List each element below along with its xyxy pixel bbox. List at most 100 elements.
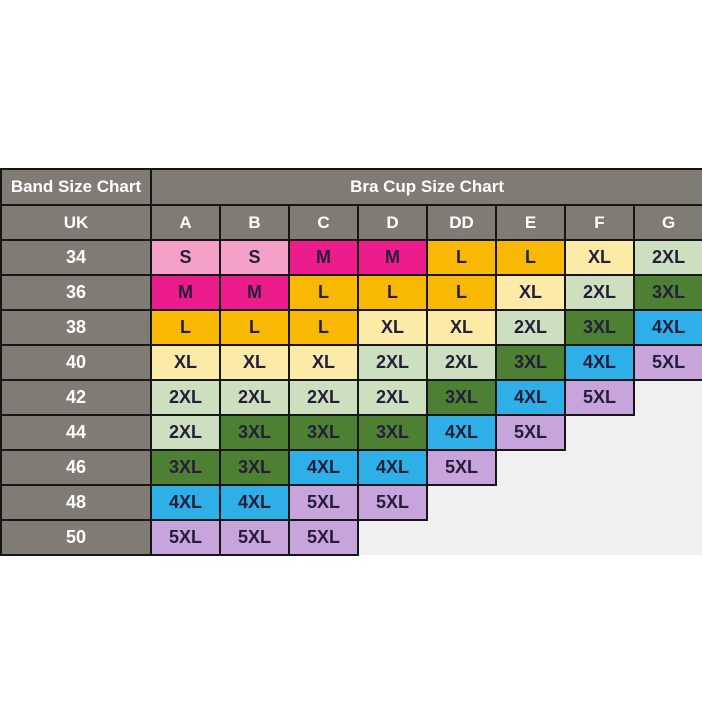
- size-cell: XL: [150, 344, 221, 381]
- band-size-label: 40: [0, 344, 152, 381]
- size-cell: M: [357, 239, 428, 276]
- empty-cell: [496, 520, 565, 555]
- size-cell: 5XL: [564, 379, 635, 416]
- empty-cell: [427, 520, 496, 555]
- size-cell: 5XL: [150, 519, 221, 556]
- band-size-label: 46: [0, 449, 152, 486]
- size-cell: 5XL: [426, 449, 497, 486]
- size-cell: L: [426, 239, 497, 276]
- size-cell: 3XL: [426, 379, 497, 416]
- empty-cell: [565, 415, 634, 450]
- band-size-label: 42: [0, 379, 152, 416]
- size-cell: M: [150, 274, 221, 311]
- empty-cell: [634, 520, 702, 555]
- size-cell: 2XL: [495, 309, 566, 346]
- size-cell: 2XL: [150, 414, 221, 451]
- size-cell: L: [357, 274, 428, 311]
- size-cell: 4XL: [150, 484, 221, 521]
- empty-cell: [358, 520, 427, 555]
- size-cell: L: [426, 274, 497, 311]
- cup-column-header-c: C: [288, 204, 359, 241]
- size-cell: 2XL: [564, 274, 635, 311]
- size-cell: 4XL: [288, 449, 359, 486]
- band-column-header: UK: [0, 204, 152, 241]
- empty-cell: [634, 380, 702, 415]
- size-cell: XL: [564, 239, 635, 276]
- empty-cell: [565, 450, 634, 485]
- size-row-50: 50 5XL 5XL 5XL: [0, 519, 702, 556]
- empty-cell: [496, 450, 565, 485]
- size-cell: 3XL: [219, 414, 290, 451]
- size-cell: XL: [288, 344, 359, 381]
- size-cell: XL: [219, 344, 290, 381]
- size-cell: L: [495, 239, 566, 276]
- bra-cup-size-chart-title: Bra Cup Size Chart: [149, 168, 702, 206]
- cup-column-header-dd: DD: [426, 204, 497, 241]
- cup-column-header-e: E: [495, 204, 566, 241]
- band-size-label: 38: [0, 309, 152, 346]
- size-cell: 3XL: [357, 414, 428, 451]
- cup-column-header-a: A: [150, 204, 221, 241]
- size-cell: L: [288, 274, 359, 311]
- size-cell: 2XL: [288, 379, 359, 416]
- size-cell: L: [150, 309, 221, 346]
- empty-cell: [565, 485, 634, 520]
- size-cell: 4XL: [219, 484, 290, 521]
- size-cell: 3XL: [495, 344, 566, 381]
- size-cell: 2XL: [150, 379, 221, 416]
- size-cell: XL: [495, 274, 566, 311]
- size-cell: 4XL: [426, 414, 497, 451]
- size-chart-table: Band Size Chart Bra Cup Size Chart UK A B C…: [0, 168, 702, 556]
- band-size-label: 34: [0, 239, 152, 276]
- size-cell: 3XL: [288, 414, 359, 451]
- size-row-42: 42 2XL 2XL 2XL 2XL 3XL 4XL 5XL: [0, 379, 702, 416]
- size-cell: S: [150, 239, 221, 276]
- size-cell: 5XL: [288, 519, 359, 556]
- size-cell: L: [219, 309, 290, 346]
- size-cell: 3XL: [632, 274, 702, 311]
- size-cell: 3XL: [564, 309, 635, 346]
- cup-column-header-g: G: [632, 204, 702, 241]
- empty-cell: [634, 415, 702, 450]
- band-size-label: 48: [0, 484, 152, 521]
- size-row-36: 36 M M L L L XL 2XL 3XL: [0, 274, 702, 311]
- empty-cell: [496, 485, 565, 520]
- band-size-label: 50: [0, 519, 152, 556]
- size-row-40: 40 XL XL XL 2XL 2XL 3XL 4XL 5XL: [0, 344, 702, 381]
- size-cell: 2XL: [219, 379, 290, 416]
- cup-column-header-b: B: [219, 204, 290, 241]
- size-cell: XL: [357, 309, 428, 346]
- band-size-label: 36: [0, 274, 152, 311]
- cup-column-header-d: D: [357, 204, 428, 241]
- size-cell: XL: [426, 309, 497, 346]
- band-size-chart-title: Band Size Chart: [0, 168, 152, 206]
- size-cell: 5XL: [288, 484, 359, 521]
- size-row-34: 34 S S M M L L XL 2XL: [0, 239, 702, 276]
- size-cell: 4XL: [632, 309, 702, 346]
- size-cell: 5XL: [632, 344, 702, 381]
- column-header-row: UK A B C D DD E F G: [0, 204, 702, 241]
- size-cell: 4XL: [357, 449, 428, 486]
- size-cell: 3XL: [219, 449, 290, 486]
- size-cell: 3XL: [150, 449, 221, 486]
- empty-cell: [565, 520, 634, 555]
- size-cell: 4XL: [564, 344, 635, 381]
- cup-column-header-f: F: [564, 204, 635, 241]
- size-row-46: 46 3XL 3XL 4XL 4XL 5XL: [0, 449, 702, 486]
- size-row-48: 48 4XL 4XL 5XL 5XL: [0, 484, 702, 521]
- empty-cell: [634, 450, 702, 485]
- size-cell: L: [288, 309, 359, 346]
- band-size-label: 44: [0, 414, 152, 451]
- empty-cell: [634, 485, 702, 520]
- empty-cell: [427, 485, 496, 520]
- size-cell: 5XL: [357, 484, 428, 521]
- size-cell: 5XL: [219, 519, 290, 556]
- size-table-body: 34 S S M M L L XL 2XL 36 M M L L L XL 2XL 3XL 38 L L L XL XL 2XL…: [0, 239, 702, 556]
- size-row-38: 38 L L L XL XL 2XL 3XL 4XL: [0, 309, 702, 346]
- chart-title-row: Band Size Chart Bra Cup Size Chart: [0, 168, 702, 206]
- size-row-44: 44 2XL 3XL 3XL 3XL 4XL 5XL: [0, 414, 702, 451]
- size-cell: M: [288, 239, 359, 276]
- size-cell: M: [219, 274, 290, 311]
- size-cell: 5XL: [495, 414, 566, 451]
